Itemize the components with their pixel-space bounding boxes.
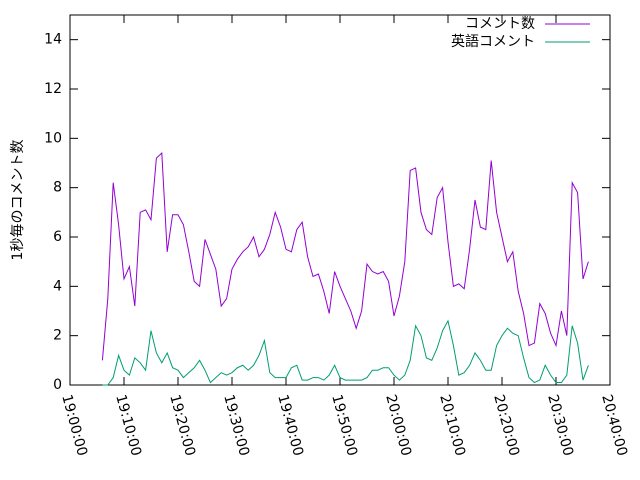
y-tick-label: 14 (44, 32, 62, 48)
x-tick-label: 19:40:00 (274, 393, 306, 458)
legend-label: コメント数 (465, 16, 535, 32)
y-tick-label: 2 (53, 328, 62, 344)
y-tick-label: 4 (53, 278, 62, 294)
x-tick-label: 20:20:00 (490, 393, 522, 458)
y-tick-label: 8 (53, 180, 62, 196)
legend-label: 英語コメント (451, 33, 535, 50)
x-tick-label: 20:30:00 (544, 393, 576, 458)
x-tick-label: 20:40:00 (598, 393, 630, 458)
x-tick-label: 19:10:00 (112, 393, 144, 458)
x-tick-label: 20:00:00 (382, 393, 414, 458)
y-tick-label: 0 (53, 377, 62, 393)
y-tick-label: 10 (44, 130, 62, 146)
series-line (101, 152, 589, 361)
x-tick-label: 19:50:00 (328, 393, 360, 458)
plot-frame (69, 14, 611, 386)
y-tick-label: 12 (44, 81, 62, 97)
y-tick-label: 6 (53, 229, 62, 245)
x-tick-label: 19:30:00 (220, 393, 252, 458)
series-line (102, 319, 589, 386)
y-axis-label: 1秒毎のコメント数 (10, 140, 26, 261)
x-tick-label: 19:20:00 (166, 393, 198, 458)
x-tick-label: 19:00:00 (58, 393, 90, 458)
x-tick-label: 20:10:00 (436, 393, 468, 458)
